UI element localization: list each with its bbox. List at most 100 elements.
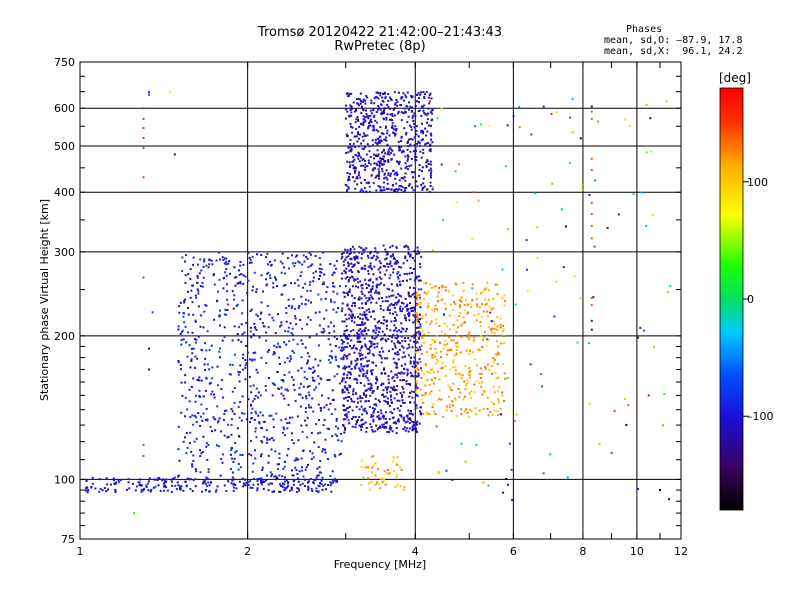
data-point	[138, 484, 141, 487]
data-point	[372, 273, 375, 276]
data-point	[394, 421, 397, 424]
data-point	[140, 488, 143, 491]
data-point	[414, 114, 417, 117]
data-point	[383, 181, 385, 184]
data-point	[431, 118, 434, 121]
data-point	[379, 92, 382, 94]
data-point	[454, 342, 457, 345]
data-point	[379, 425, 381, 428]
data-point	[369, 279, 372, 282]
data-point	[370, 426, 373, 429]
data-point	[216, 299, 219, 302]
data-point	[192, 479, 195, 481]
data-point	[370, 340, 373, 343]
data-point	[484, 298, 487, 301]
data-point	[471, 287, 474, 290]
data-point	[397, 358, 400, 361]
data-point	[192, 423, 195, 426]
data-point	[249, 358, 251, 361]
data-point	[148, 91, 150, 94]
data-point	[280, 271, 283, 274]
data-point	[313, 388, 316, 391]
data-point	[243, 331, 246, 334]
data-point	[384, 126, 387, 129]
data-point	[398, 294, 401, 297]
data-point	[389, 260, 392, 263]
data-point	[379, 307, 382, 310]
data-point	[343, 391, 346, 394]
data-point	[206, 418, 209, 421]
data-point	[428, 169, 431, 172]
data-point	[422, 182, 425, 185]
data-point	[368, 406, 371, 408]
data-point	[311, 263, 314, 266]
data-point	[311, 452, 314, 455]
data-point	[241, 395, 244, 398]
data-point	[210, 481, 213, 484]
data-point	[345, 407, 348, 410]
data-point	[370, 480, 373, 483]
data-point	[502, 491, 505, 494]
data-point	[419, 266, 422, 269]
data-point	[503, 400, 505, 403]
data-point	[436, 370, 439, 373]
data-point	[264, 385, 267, 387]
data-point	[436, 295, 439, 298]
data-point	[379, 355, 382, 358]
data-point	[322, 331, 325, 334]
data-point	[376, 481, 378, 484]
data-point	[422, 373, 425, 376]
data-point	[231, 410, 234, 413]
data-point	[364, 343, 367, 346]
data-point	[480, 292, 482, 295]
data-point	[417, 335, 420, 338]
data-point	[204, 483, 207, 486]
data-point	[199, 471, 202, 474]
data-point	[375, 289, 377, 292]
data-point	[406, 142, 409, 144]
data-point	[229, 363, 232, 366]
data-point	[371, 455, 374, 458]
data-point	[335, 260, 338, 262]
data-point	[382, 265, 385, 267]
data-point	[345, 256, 348, 259]
data-point	[353, 304, 356, 307]
data-point	[527, 290, 530, 293]
data-point	[404, 429, 407, 432]
data-point	[260, 312, 263, 315]
data-point	[194, 478, 197, 481]
data-point	[213, 393, 215, 396]
data-point	[359, 280, 362, 283]
data-point	[588, 193, 591, 196]
data-point	[415, 404, 418, 407]
data-point	[434, 347, 437, 350]
data-point	[249, 330, 252, 333]
data-point	[300, 271, 303, 274]
data-point	[356, 397, 359, 400]
data-point	[354, 416, 357, 418]
data-point	[332, 271, 335, 274]
data-point	[416, 291, 419, 294]
data-point	[551, 182, 554, 185]
data-point	[408, 183, 411, 186]
data-point	[434, 413, 437, 415]
data-point	[197, 289, 200, 292]
data-point	[327, 325, 330, 328]
data-point	[413, 308, 416, 311]
data-point	[357, 298, 360, 301]
data-point	[269, 471, 272, 474]
data-point	[410, 412, 413, 415]
data-point	[606, 226, 609, 229]
data-point	[232, 460, 235, 463]
data-point	[191, 352, 194, 355]
axis-ticks	[79, 61, 682, 539]
data-point	[385, 340, 388, 343]
phases-title: Phases	[626, 24, 663, 35]
data-point	[326, 379, 329, 381]
data-point	[173, 153, 176, 156]
data-point	[416, 361, 419, 364]
data-point	[579, 297, 582, 300]
data-point	[231, 476, 234, 479]
data-point	[365, 410, 368, 413]
